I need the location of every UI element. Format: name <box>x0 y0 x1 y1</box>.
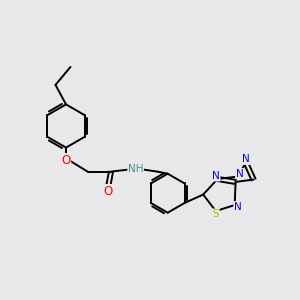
Text: NH: NH <box>128 164 143 174</box>
Text: N: N <box>234 202 242 212</box>
Text: N: N <box>212 171 220 181</box>
Text: S: S <box>212 209 219 219</box>
Text: N: N <box>236 169 243 178</box>
Text: O: O <box>61 154 70 167</box>
Text: N: N <box>242 154 250 164</box>
Text: O: O <box>103 184 112 198</box>
